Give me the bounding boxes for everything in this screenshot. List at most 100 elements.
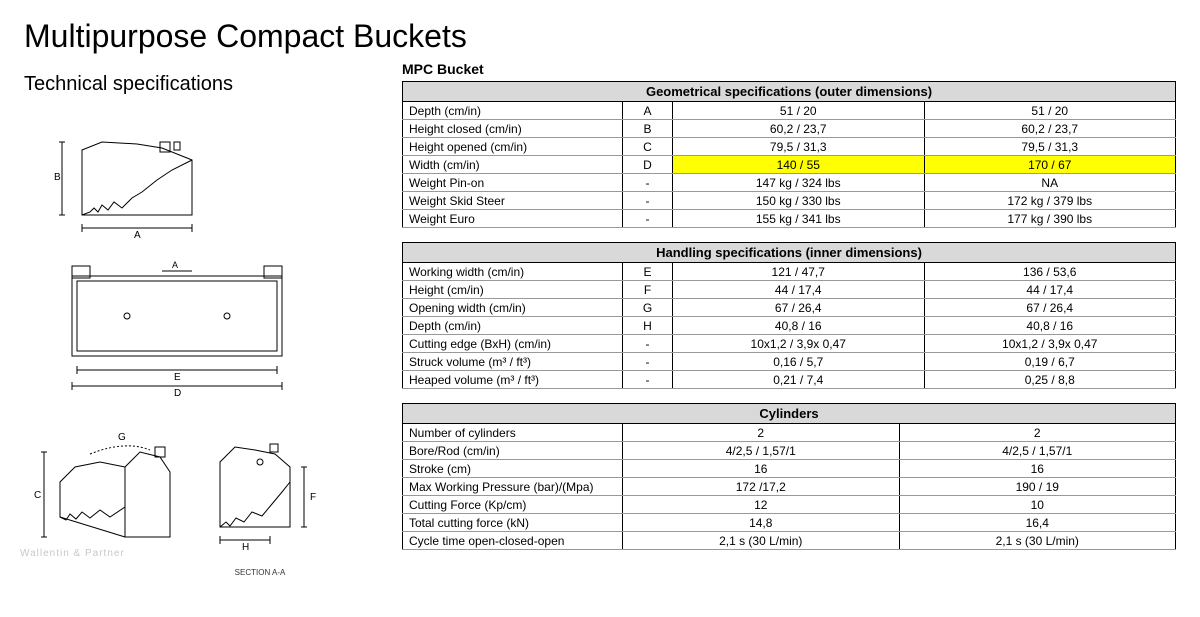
subtitle: Technical specifications (24, 73, 384, 96)
table-row: Height closed (cm/in)B60,2 / 23,760,2 / … (403, 120, 1176, 138)
spec-key: - (623, 353, 673, 371)
spec-label: Bore/Rod (cm/in) (403, 442, 623, 460)
spec-label: Height opened (cm/in) (403, 138, 623, 156)
watermark: Wallentin & Partner (20, 548, 125, 559)
diagrams-column: Technical specifications B A (24, 61, 384, 588)
spec-value-1: 44 / 17,4 (673, 281, 925, 299)
spec-label: Weight Pin-on (403, 174, 623, 192)
spec-value-2: 51 / 20 (924, 102, 1176, 120)
table-row: Height (cm/in)F44 / 17,444 / 17,4 (403, 281, 1176, 299)
spec-label: Max Working Pressure (bar)/(Mpa) (403, 478, 623, 496)
table-row: Working width (cm/in)E121 / 47,7136 / 53… (403, 263, 1176, 281)
table-row: Max Working Pressure (bar)/(Mpa)172 /17,… (403, 478, 1176, 496)
spec-key: B (623, 120, 673, 138)
dim-label-c: C (34, 490, 41, 501)
spec-value-1: 0,21 / 7,4 (673, 371, 925, 389)
spec-label: Opening width (cm/in) (403, 299, 623, 317)
table-row: Opening width (cm/in)G67 / 26,467 / 26,4 (403, 299, 1176, 317)
product-heading: MPC Bucket (402, 61, 1176, 77)
handling-section-title: Handling specifications (inner dimension… (403, 243, 1176, 263)
dim-label-g: G (118, 432, 126, 443)
geometrical-table: Geometrical specifications (outer dimens… (402, 81, 1176, 228)
table-row: Weight Pin-on-147 kg / 324 lbsNA (403, 174, 1176, 192)
side-view-drawing: B A (42, 120, 222, 240)
spec-value-1: 2,1 s (30 L/min) (623, 532, 900, 550)
spec-value-2: 60,2 / 23,7 (924, 120, 1176, 138)
spec-key: - (623, 371, 673, 389)
spec-value-2: 2 (899, 424, 1176, 442)
spec-key: - (623, 174, 673, 192)
dim-label-a2: A (172, 260, 178, 270)
table-row: Total cutting force (kN)14,816,4 (403, 514, 1176, 532)
spec-key: - (623, 335, 673, 353)
spec-value-2: 44 / 17,4 (924, 281, 1176, 299)
spec-value-2: 0,25 / 8,8 (924, 371, 1176, 389)
spec-label: Depth (cm/in) (403, 317, 623, 335)
spec-value-1: 16 (623, 460, 900, 478)
spec-label: Cutting edge (BxH) (cm/in) (403, 335, 623, 353)
spec-key: D (623, 156, 673, 174)
table-row: Height opened (cm/in)C79,5 / 31,379,5 / … (403, 138, 1176, 156)
table-row: Bore/Rod (cm/in)4/2,5 / 1,57/14/2,5 / 1,… (403, 442, 1176, 460)
cylinders-section-title: Cylinders (403, 404, 1176, 424)
spec-value-2: 40,8 / 16 (924, 317, 1176, 335)
spec-value-2: 177 kg / 390 lbs (924, 210, 1176, 228)
spec-key: E (623, 263, 673, 281)
table-row: Number of cylinders22 (403, 424, 1176, 442)
dim-label-a: A (134, 230, 141, 240)
spec-value-1: 147 kg / 324 lbs (673, 174, 925, 192)
spec-label: Cycle time open-closed-open (403, 532, 623, 550)
section-aa-drawing: F H (200, 422, 320, 552)
spec-value-1: 40,8 / 16 (673, 317, 925, 335)
handling-table: Handling specifications (inner dimension… (402, 242, 1176, 389)
spec-label: Working width (cm/in) (403, 263, 623, 281)
spec-label: Height closed (cm/in) (403, 120, 623, 138)
spec-value-1: 150 kg / 330 lbs (673, 192, 925, 210)
spec-key: C (623, 138, 673, 156)
spec-value-2: 136 / 53,6 (924, 263, 1176, 281)
spec-key: A (623, 102, 673, 120)
spec-label: Depth (cm/in) (403, 102, 623, 120)
spec-key: - (623, 210, 673, 228)
spec-value-1: 121 / 47,7 (673, 263, 925, 281)
two-column-layout: Technical specifications B A (24, 61, 1176, 588)
spec-value-1: 155 kg / 341 lbs (673, 210, 925, 228)
table-row: Cutting edge (BxH) (cm/in)-10x1,2 / 3,9x… (403, 335, 1176, 353)
spec-value-2: 190 / 19 (899, 478, 1176, 496)
spec-value-2: NA (924, 174, 1176, 192)
table-row: Weight Euro-155 kg / 341 lbs177 kg / 390… (403, 210, 1176, 228)
spec-value-2: 67 / 26,4 (924, 299, 1176, 317)
spec-value-2: 79,5 / 31,3 (924, 138, 1176, 156)
spec-value-1: 12 (623, 496, 900, 514)
table-row: Struck volume (m³ / ft³)-0,16 / 5,70,19 … (403, 353, 1176, 371)
spec-value-1: 2 (623, 424, 900, 442)
spec-value-1: 51 / 20 (673, 102, 925, 120)
spec-value-2: 16 (899, 460, 1176, 478)
spec-value-1: 140 / 55 (673, 156, 925, 174)
spec-value-2: 172 kg / 379 lbs (924, 192, 1176, 210)
cylinders-table: Cylinders Number of cylinders22Bore/Rod … (402, 403, 1176, 550)
spec-value-1: 60,2 / 23,7 (673, 120, 925, 138)
geometrical-section-title: Geometrical specifications (outer dimens… (403, 82, 1176, 102)
spec-label: Heaped volume (m³ / ft³) (403, 371, 623, 389)
table-row: Depth (cm/in)H40,8 / 1640,8 / 16 (403, 317, 1176, 335)
spec-key: G (623, 299, 673, 317)
dim-label-e: E (174, 372, 181, 383)
spec-value-2: 16,4 (899, 514, 1176, 532)
dim-label-f: F (310, 492, 316, 503)
dim-label-b: B (54, 172, 61, 183)
spec-key: H (623, 317, 673, 335)
spec-label: Struck volume (m³ / ft³) (403, 353, 623, 371)
table-row: Cutting Force (Kp/cm)1210 (403, 496, 1176, 514)
spec-value-1: 0,16 / 5,7 (673, 353, 925, 371)
spec-value-1: 4/2,5 / 1,57/1 (623, 442, 900, 460)
spec-value-1: 10x1,2 / 3,9x 0,47 (673, 335, 925, 353)
tables-column: MPC Bucket Geometrical specifications (o… (402, 61, 1176, 588)
table-row: Stroke (cm)1616 (403, 460, 1176, 478)
spec-value-1: 79,5 / 31,3 (673, 138, 925, 156)
spec-label: Total cutting force (kN) (403, 514, 623, 532)
spec-label: Height (cm/in) (403, 281, 623, 299)
spec-label: Width (cm/in) (403, 156, 623, 174)
dim-label-h: H (242, 542, 249, 552)
spec-value-2: 4/2,5 / 1,57/1 (899, 442, 1176, 460)
